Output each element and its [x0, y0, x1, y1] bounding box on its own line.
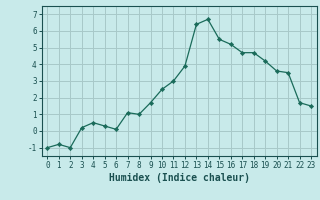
X-axis label: Humidex (Indice chaleur): Humidex (Indice chaleur) [109, 173, 250, 183]
